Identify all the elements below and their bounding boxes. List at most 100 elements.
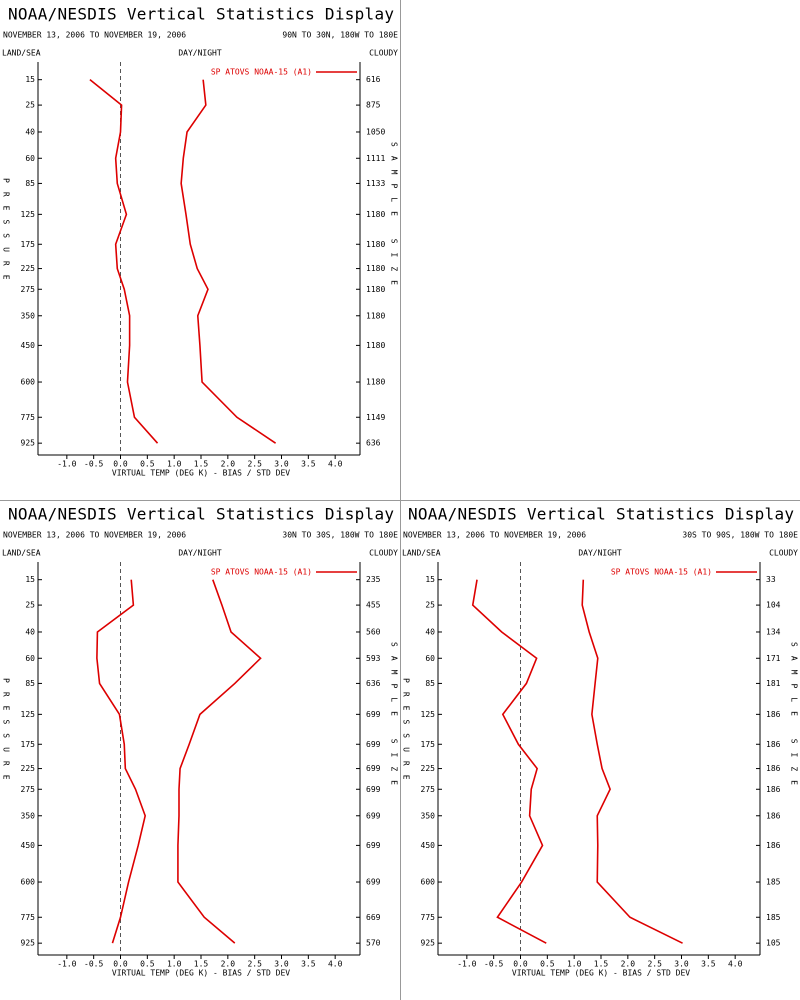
bias-line (471, 579, 547, 944)
y-tick-label: 925 (21, 439, 36, 448)
sample-size: 186 (766, 710, 781, 719)
sample-size: 33 (766, 575, 776, 584)
y-axis-label: PRESSURE (2, 178, 11, 289)
y-tick-label: 775 (21, 413, 36, 422)
sample-size: 875 (366, 101, 381, 110)
y-tick-label: 275 (21, 285, 36, 294)
header: CLOUDY (369, 549, 398, 558)
y-tick-label: 40 (25, 127, 35, 136)
y-tick-label: 775 (21, 913, 36, 922)
x-tick-label: 2.0 (221, 960, 236, 969)
y-tick-label: 60 (425, 654, 435, 663)
y-tick-label: 25 (25, 101, 35, 110)
x-tick-label: 2.5 (247, 460, 262, 469)
y-tick-label: 175 (21, 740, 36, 749)
header: CLOUDY (369, 49, 398, 58)
x-tick-label: 0.5 (140, 460, 155, 469)
y-tick-label: 600 (21, 878, 36, 887)
x-tick-label: 2.0 (621, 960, 636, 969)
y-tick-label: 225 (21, 764, 36, 773)
sample-size: 560 (366, 627, 381, 636)
chart-title: NOAA/NESDIS Vertical Statistics Display (408, 505, 794, 524)
y-tick-label: 600 (21, 378, 36, 387)
x-axis-label: VIRTUAL TEMP (DEG K) - BIAS / STD DEV (512, 969, 690, 978)
region: 30S TO 90S, 180W TO 180E (682, 531, 798, 540)
x-tick-label: 0.5 (540, 960, 555, 969)
x-tick-label: 0.5 (140, 960, 155, 969)
x-tick-label: 1.0 (167, 460, 182, 469)
sample-size: 185 (766, 913, 781, 922)
sample-size: 699 (366, 740, 381, 749)
y-tick-label: 175 (421, 740, 436, 749)
y-tick-label: 775 (421, 913, 436, 922)
y-tick-label: 25 (25, 601, 35, 610)
x-tick-label: -0.5 (484, 960, 503, 969)
x-tick-label: 3.0 (274, 960, 289, 969)
chart-title: NOAA/NESDIS Vertical Statistics Display (8, 5, 394, 24)
date-range: NOVEMBER 13, 2006 TO NOVEMBER 19, 2006 (403, 531, 586, 540)
y-tick-label: 600 (421, 878, 436, 887)
chart-title: NOAA/NESDIS Vertical Statistics Display (8, 505, 394, 524)
sample-size: 616 (366, 75, 381, 84)
header: LAND/SEA (2, 49, 41, 58)
x-tick-label: 0.0 (113, 460, 128, 469)
x-tick-label: 3.5 (701, 960, 716, 969)
x-tick-label: -1.0 (457, 960, 476, 969)
sample-size: 171 (766, 654, 781, 663)
sample-size: 1180 (366, 285, 385, 294)
x-tick-label: 4.0 (328, 960, 343, 969)
sample-size: 185 (766, 878, 781, 887)
y-tick-label: 85 (25, 679, 35, 688)
x-tick-label: 2.0 (221, 460, 236, 469)
x-tick-label: 3.0 (274, 460, 289, 469)
header: LAND/SEA (402, 549, 441, 558)
y-tick-label: 225 (21, 264, 36, 273)
sample-size: 636 (366, 679, 381, 688)
y-tick-label: 85 (25, 179, 35, 188)
std_dev-line (177, 579, 262, 944)
header: LAND/SEA (2, 549, 41, 558)
std_dev-line (581, 579, 683, 944)
sample-size: 186 (766, 740, 781, 749)
std_dev-line (180, 79, 277, 444)
sample-size: 1111 (366, 154, 385, 163)
y-tick-label: 85 (425, 679, 435, 688)
date-range: NOVEMBER 13, 2006 TO NOVEMBER 19, 2006 (3, 531, 186, 540)
y-tick-label: 40 (25, 627, 35, 636)
x-axis-label: VIRTUAL TEMP (DEG K) - BIAS / STD DEV (112, 469, 290, 478)
sample-size: 186 (766, 811, 781, 820)
y-tick-label: 60 (25, 154, 35, 163)
sample-size: 699 (366, 811, 381, 820)
y-tick-label: 925 (421, 939, 436, 948)
y-tick-label: 925 (21, 939, 36, 948)
x-tick-label: 0.0 (513, 960, 528, 969)
bias-line (96, 579, 147, 944)
x-tick-label: -0.5 (84, 960, 103, 969)
y-tick-label: 225 (421, 764, 436, 773)
y2-axis-label: SAMPLE SIZE (390, 142, 399, 294)
y-tick-label: 15 (25, 575, 35, 584)
y-tick-label: 25 (425, 601, 435, 610)
sample-size: 181 (766, 679, 781, 688)
x-tick-label: -1.0 (57, 960, 76, 969)
x-tick-label: 1.0 (567, 960, 582, 969)
x-tick-label: 1.5 (194, 460, 209, 469)
header: CLOUDY (769, 549, 798, 558)
sample-size: 104 (766, 601, 781, 610)
x-tick-label: -1.0 (57, 460, 76, 469)
sample-size: 593 (366, 654, 381, 663)
sample-size: 1180 (366, 378, 385, 387)
x-tick-label: 0.0 (113, 960, 128, 969)
y-tick-label: 450 (21, 341, 36, 350)
y-tick-label: 15 (425, 575, 435, 584)
y-axis-label: PRESSURE (2, 678, 11, 789)
sample-size: 1050 (366, 127, 385, 136)
sample-size: 636 (366, 439, 381, 448)
sample-size: 186 (766, 785, 781, 794)
sample-size: 186 (766, 841, 781, 850)
x-tick-label: 1.5 (194, 960, 209, 969)
region: 90N TO 30N, 180W TO 180E (282, 31, 398, 40)
sample-size: 699 (366, 785, 381, 794)
sample-size: 699 (366, 841, 381, 850)
